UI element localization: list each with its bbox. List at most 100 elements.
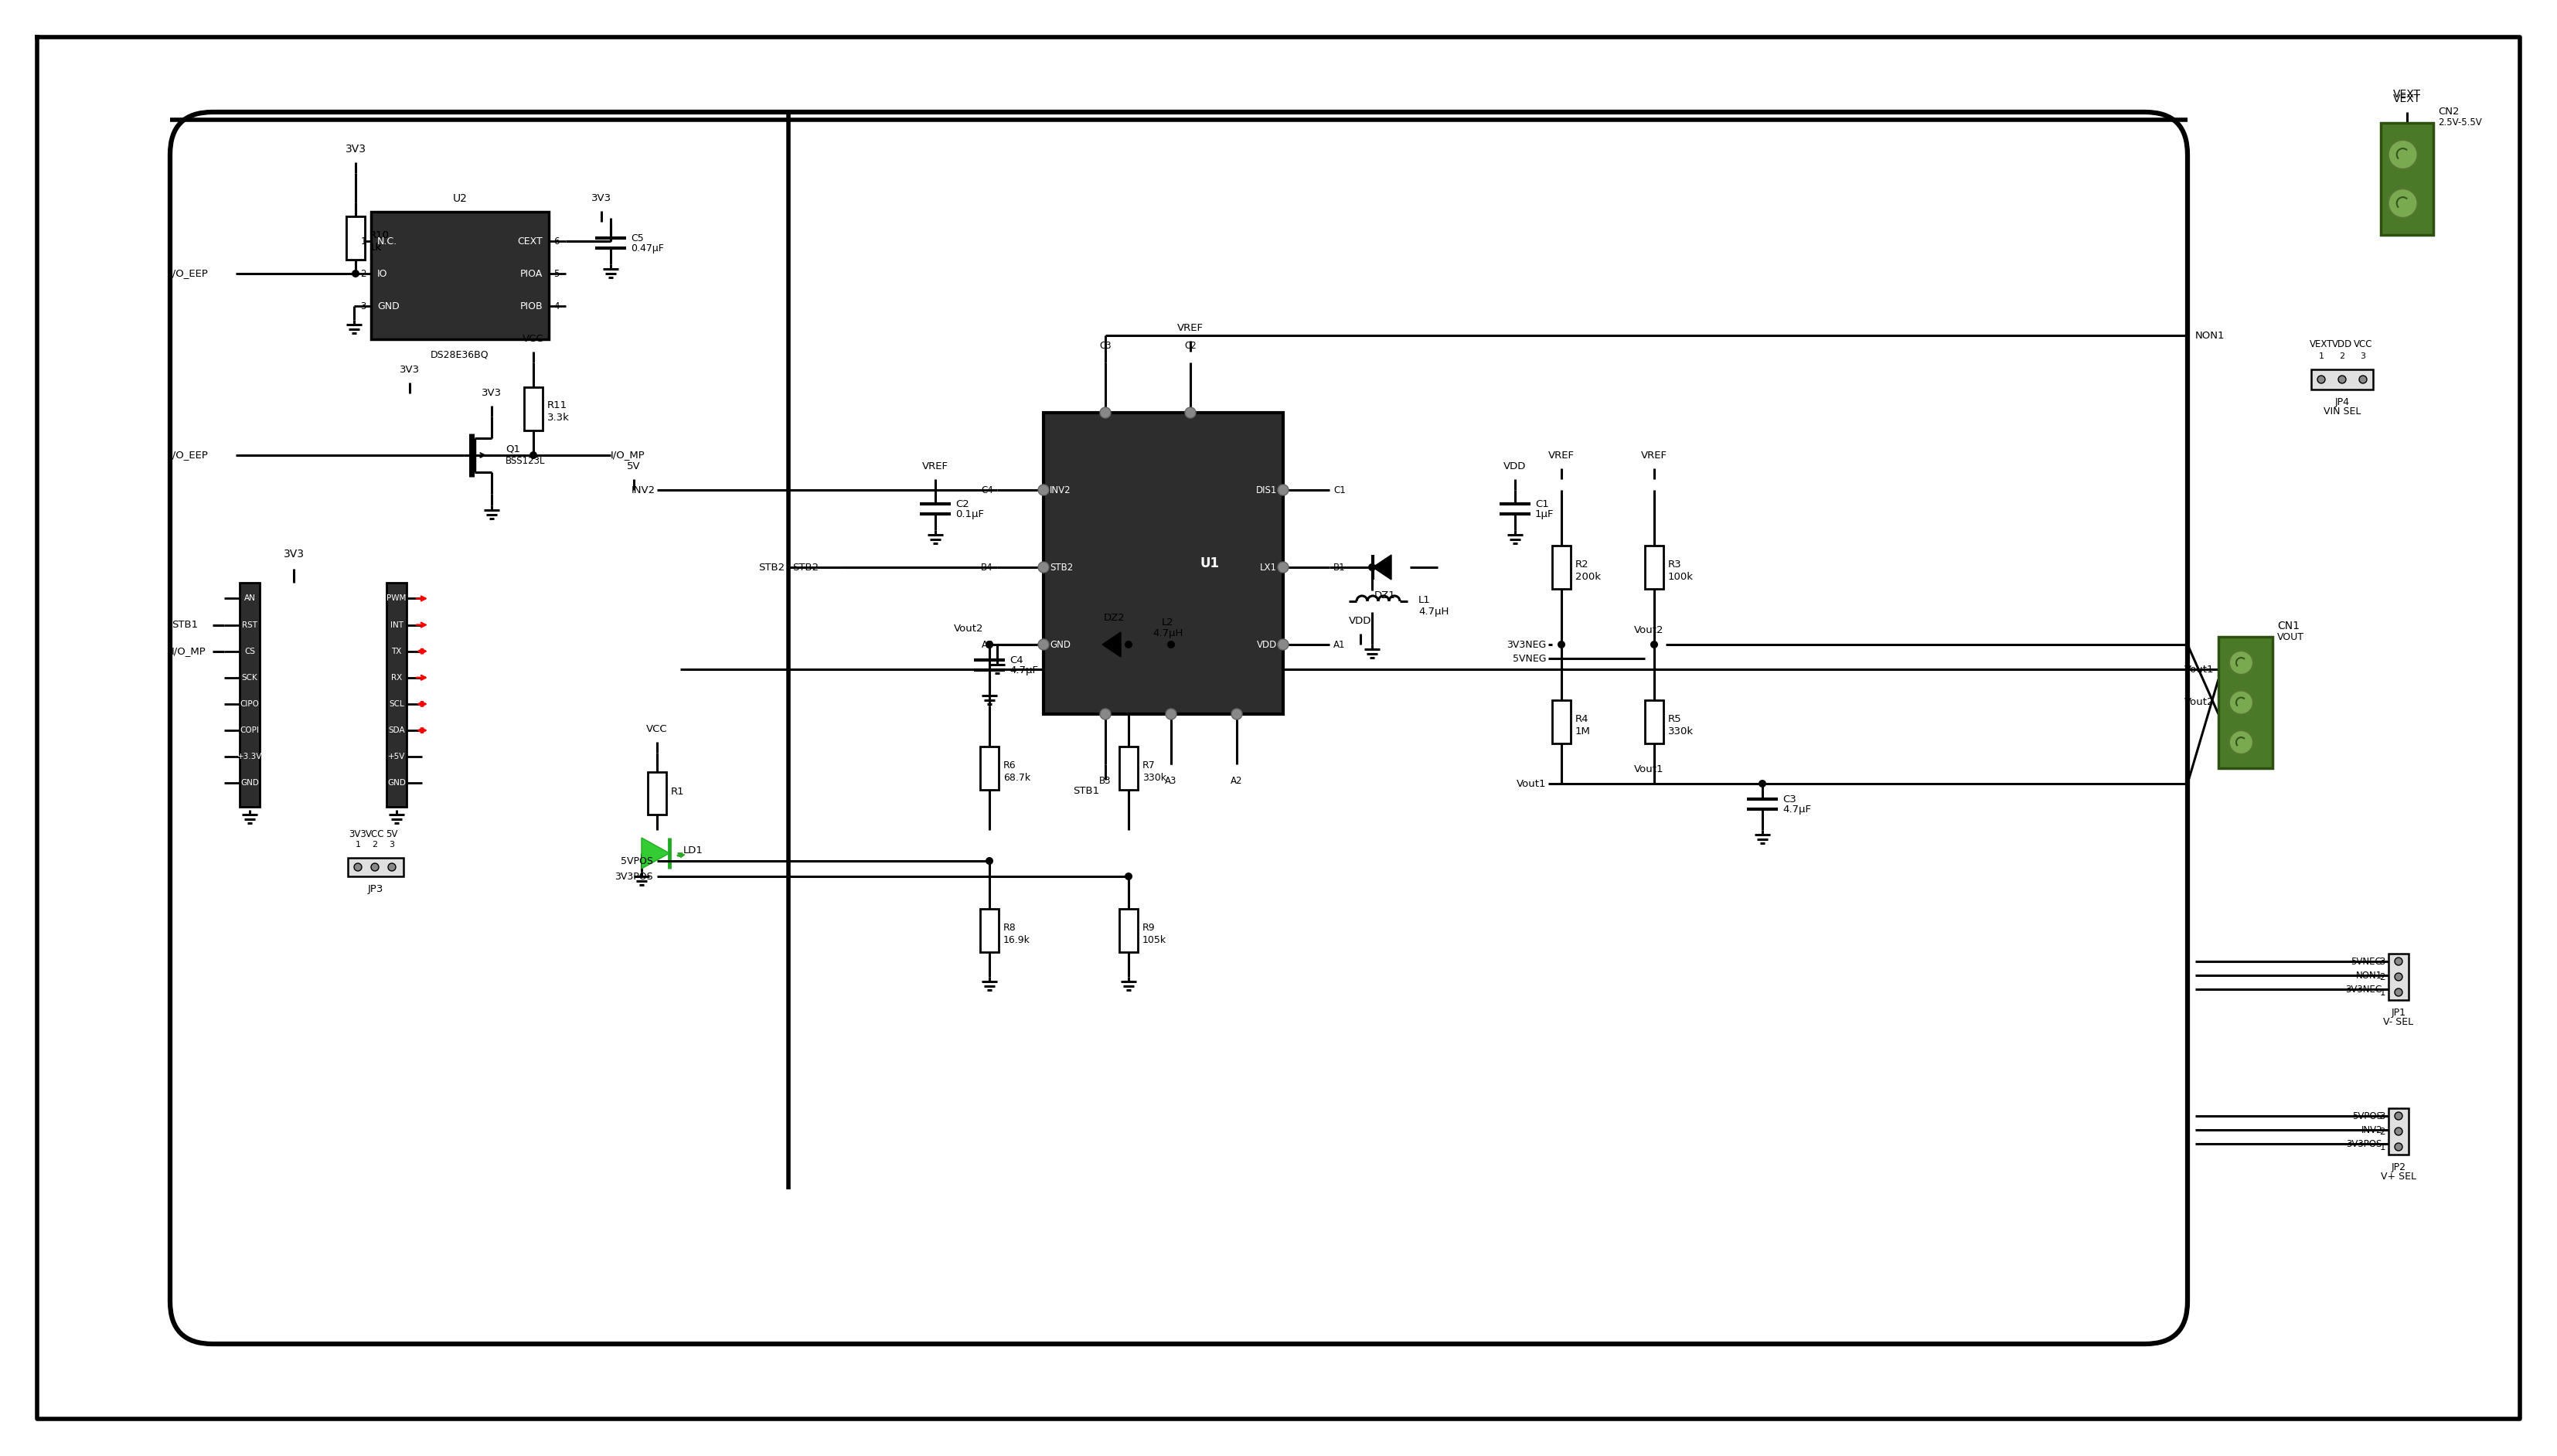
Text: R5: R5 (1667, 713, 1683, 724)
Text: 5VPOS: 5VPOS (621, 856, 652, 866)
Text: PIOA: PIOA (519, 268, 542, 278)
Text: C1: C1 (1534, 499, 1550, 510)
Text: 1μF: 1μF (1534, 510, 1555, 518)
Text: +3.3V: +3.3V (238, 753, 263, 760)
Text: 2: 2 (2381, 971, 2386, 981)
Circle shape (529, 451, 537, 459)
Bar (2219, 636, 2273, 769)
Bar (2312, 370, 2373, 390)
Text: VREF: VREF (1642, 450, 1667, 460)
Bar (1644, 546, 1665, 588)
Text: L2: L2 (1161, 617, 1174, 628)
Text: VCC: VCC (522, 333, 545, 344)
Text: R2: R2 (1575, 559, 1588, 569)
Text: 2.5V-5.5V: 2.5V-5.5V (2437, 118, 2483, 128)
Text: GND: GND (386, 779, 407, 786)
Circle shape (984, 641, 992, 648)
Text: NON1: NON1 (1110, 380, 1117, 405)
Text: U2: U2 (453, 194, 468, 204)
Text: R10: R10 (368, 230, 389, 240)
Circle shape (2388, 140, 2416, 169)
Text: R6: R6 (1002, 760, 1015, 770)
Text: Vout2: Vout2 (1634, 625, 1665, 635)
Circle shape (1278, 485, 1289, 495)
Text: 2: 2 (2381, 1127, 2386, 1137)
Text: 3V3POS: 3V3POS (614, 871, 652, 881)
Text: 3V3NEG: 3V3NEG (2345, 984, 2383, 994)
Bar (1552, 700, 1570, 744)
Text: B3: B3 (1100, 776, 1112, 786)
Text: 5VNEG: 5VNEG (1511, 654, 1547, 664)
Text: 3V3: 3V3 (481, 387, 501, 397)
Circle shape (2388, 189, 2416, 218)
Circle shape (1166, 709, 1176, 719)
Text: Q1: Q1 (506, 444, 519, 454)
Circle shape (2230, 651, 2253, 674)
Text: CN2: CN2 (2437, 108, 2460, 116)
Text: PIOB: PIOB (519, 301, 542, 312)
Text: C2: C2 (956, 499, 969, 510)
Text: 3: 3 (2381, 957, 2386, 967)
Text: CS: CS (245, 648, 256, 655)
Text: B4: B4 (982, 562, 992, 572)
Text: VDD: VDD (1504, 462, 1527, 472)
Bar (647, 772, 667, 814)
Text: VOUT: VOUT (2278, 632, 2304, 642)
Text: STB2: STB2 (1051, 562, 1074, 572)
Text: 100k: 100k (1667, 572, 1693, 581)
Text: I/O_MP: I/O_MP (171, 646, 207, 657)
Text: R10: R10 (368, 230, 389, 240)
Text: 4.7μH: 4.7μH (1153, 629, 1184, 638)
Polygon shape (642, 837, 670, 869)
Text: GND: GND (1051, 639, 1071, 649)
Text: R3: R3 (1667, 559, 1683, 569)
Circle shape (1125, 641, 1133, 648)
Text: A1: A1 (1332, 639, 1345, 649)
Text: I/O_EEP: I/O_EEP (171, 450, 210, 460)
Bar (371, 211, 550, 339)
Text: 330k: 330k (1143, 773, 1166, 782)
Text: 4.7μF: 4.7μF (1782, 804, 1810, 814)
Text: VEXT: VEXT (2393, 93, 2421, 105)
Text: Vout1: Vout1 (2184, 664, 2214, 674)
Text: 3.3k: 3.3k (547, 414, 570, 424)
Text: 5: 5 (552, 268, 560, 278)
Text: 1k: 1k (368, 242, 381, 252)
Text: 3V3POS: 3V3POS (2347, 1139, 2383, 1149)
Text: STB2: STB2 (793, 562, 818, 572)
Text: 330k: 330k (1667, 727, 1693, 737)
Circle shape (389, 863, 396, 871)
Text: TX: TX (391, 648, 401, 655)
Text: C3: C3 (1782, 794, 1795, 804)
Text: A3: A3 (1166, 776, 1176, 786)
Circle shape (1166, 641, 1174, 648)
Text: 3V3: 3V3 (345, 144, 366, 154)
Circle shape (1038, 639, 1048, 649)
Text: C4: C4 (982, 485, 992, 495)
Circle shape (1557, 641, 1565, 648)
Text: I/O_EEP: I/O_EEP (171, 268, 210, 278)
Text: VREF2: VREF2 (1194, 377, 1202, 405)
Text: LX1: LX1 (1261, 562, 1276, 572)
Text: DIS1: DIS1 (1255, 485, 1276, 495)
Circle shape (2396, 973, 2404, 981)
Text: NON1: NON1 (2196, 331, 2225, 341)
Circle shape (1232, 709, 1243, 719)
Text: B1: B1 (1332, 562, 1345, 572)
Circle shape (1184, 408, 1197, 418)
Text: 2: 2 (2340, 352, 2345, 360)
Text: INV2: INV2 (632, 485, 655, 495)
Text: RST: RST (243, 622, 258, 629)
Text: VCC: VCC (647, 724, 667, 734)
Text: 3V3NEG: 3V3NEG (1506, 639, 1547, 649)
Circle shape (1038, 485, 1048, 495)
Circle shape (1278, 639, 1289, 649)
Text: 0.1μF: 0.1μF (956, 510, 984, 518)
Text: 1M: 1M (1575, 727, 1590, 737)
Circle shape (1649, 641, 1657, 648)
Text: 5V: 5V (626, 462, 642, 472)
Text: STB1: STB1 (171, 620, 197, 630)
Bar (2388, 954, 2409, 1000)
Text: 3: 3 (361, 301, 366, 312)
Text: C5: C5 (632, 233, 644, 243)
